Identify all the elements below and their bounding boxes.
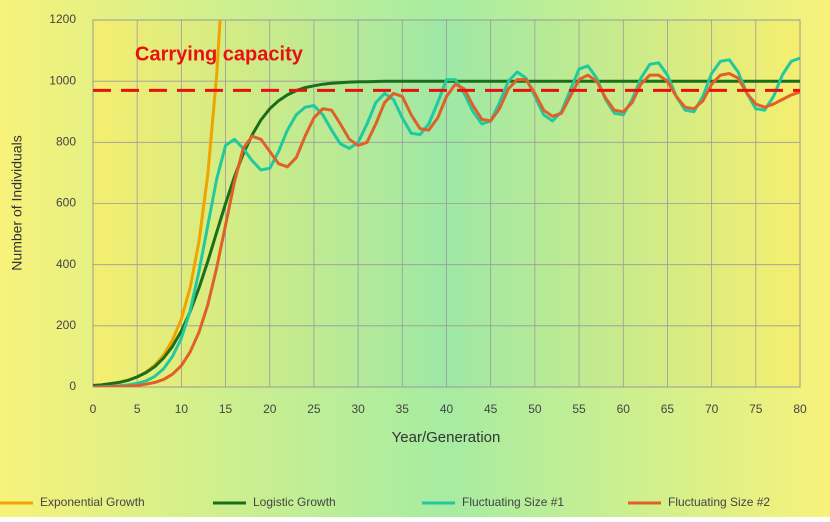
x-tick-label: 55: [572, 402, 586, 416]
x-tick-label: 80: [793, 402, 807, 416]
y-tick-label: 0: [69, 379, 76, 393]
y-tick-label: 800: [56, 135, 76, 149]
x-tick-label: 50: [528, 402, 542, 416]
y-tick-label: 400: [56, 257, 76, 271]
series-line: [93, 72, 800, 387]
y-tick-label: 1000: [49, 73, 76, 87]
y-tick-label: 1200: [49, 12, 76, 26]
x-tick-label: 60: [617, 402, 631, 416]
x-axis-label: Year/Generation: [392, 429, 501, 446]
x-tick-label: 10: [175, 402, 189, 416]
x-tick-label: 45: [484, 402, 498, 416]
annotation: Carrying capacity: [135, 43, 304, 65]
x-tick-label: 20: [263, 402, 277, 416]
legend-label: Fluctuating Size #2: [668, 495, 770, 509]
x-tick-label: 15: [219, 402, 233, 416]
x-tick-label: 30: [351, 402, 365, 416]
x-tick-label: 0: [90, 402, 97, 416]
x-tick-label: 5: [134, 402, 141, 416]
y-axis-label: Number of Individuals: [9, 135, 25, 270]
x-tick-label: 70: [705, 402, 719, 416]
x-tick-label: 40: [440, 402, 454, 416]
series-group: [93, 20, 800, 387]
legend-label: Exponential Growth: [40, 495, 145, 509]
legend-label: Logistic Growth: [253, 495, 336, 509]
x-tick-label: 65: [661, 402, 675, 416]
x-tick-label: 75: [749, 402, 763, 416]
y-tick-label: 200: [56, 318, 76, 332]
x-tick-label: 35: [396, 402, 410, 416]
y-tick-label: 600: [56, 196, 76, 210]
x-tick-label: 25: [307, 402, 321, 416]
legend-label: Fluctuating Size #1: [462, 495, 564, 509]
